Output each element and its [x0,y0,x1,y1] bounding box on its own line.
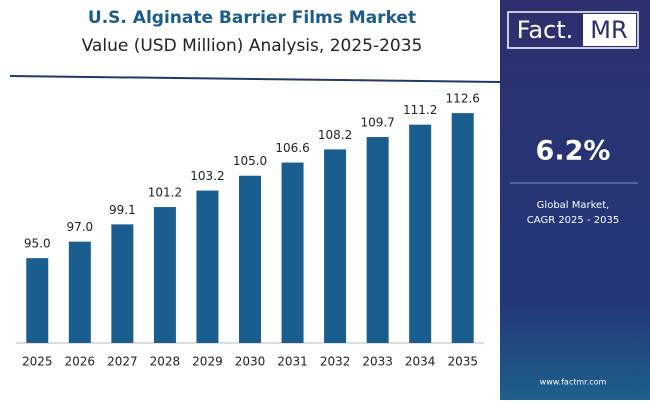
cagr-label: Global Market, [537,200,610,211]
website: www.factmr.com [540,378,607,387]
x-tick-label: 2030 [235,355,266,369]
logo-text: Fact. [517,16,574,44]
value-label: 108.2 [318,128,352,142]
bar [239,175,261,343]
value-label: 111.2 [403,103,437,117]
cagr-value: 6.2% [536,136,611,167]
chart-subtitle: Value (USD Million) Analysis, 2025-2035 [82,36,423,56]
bar [153,207,176,343]
x-tick-label: 2033 [362,355,393,369]
value-label: 112.6 [446,92,480,106]
bar [366,137,389,343]
logo-text: MR [590,16,627,44]
bar [324,149,347,343]
cagr-label: CAGR 2025 - 2035 [527,215,619,226]
logo-frame [507,11,639,49]
x-tick-label: 2032 [320,355,351,369]
side-panel [500,0,650,400]
value-label: 99.1 [109,203,136,217]
chart-title: U.S. Alginate Barrier Films Market [88,8,416,28]
x-tick-label: 2027 [107,355,138,369]
x-tick-label: 2025 [22,355,53,369]
title-rule [9,75,501,83]
x-tick-label: 2026 [65,355,96,369]
value-label: 103.2 [190,169,224,183]
value-label: 97.0 [66,220,93,234]
bar [26,258,49,343]
value-label: 105.0 [233,154,267,168]
bar [409,124,432,343]
x-tick-label: 2028 [150,355,181,369]
bar [196,190,219,343]
bar [68,241,91,343]
x-tick-label: 2031 [277,355,308,369]
value-label: 106.6 [275,141,309,155]
x-tick-label: 2034 [405,355,436,369]
bar [451,113,474,343]
value-label: 95.0 [24,237,51,251]
x-tick-label: 2035 [447,355,478,369]
x-tick-label: 2029 [192,355,223,369]
bar [281,162,304,343]
value-label: 101.2 [148,186,182,200]
value-label: 109.7 [360,116,394,130]
bar [111,224,134,343]
logo-box [583,14,636,46]
